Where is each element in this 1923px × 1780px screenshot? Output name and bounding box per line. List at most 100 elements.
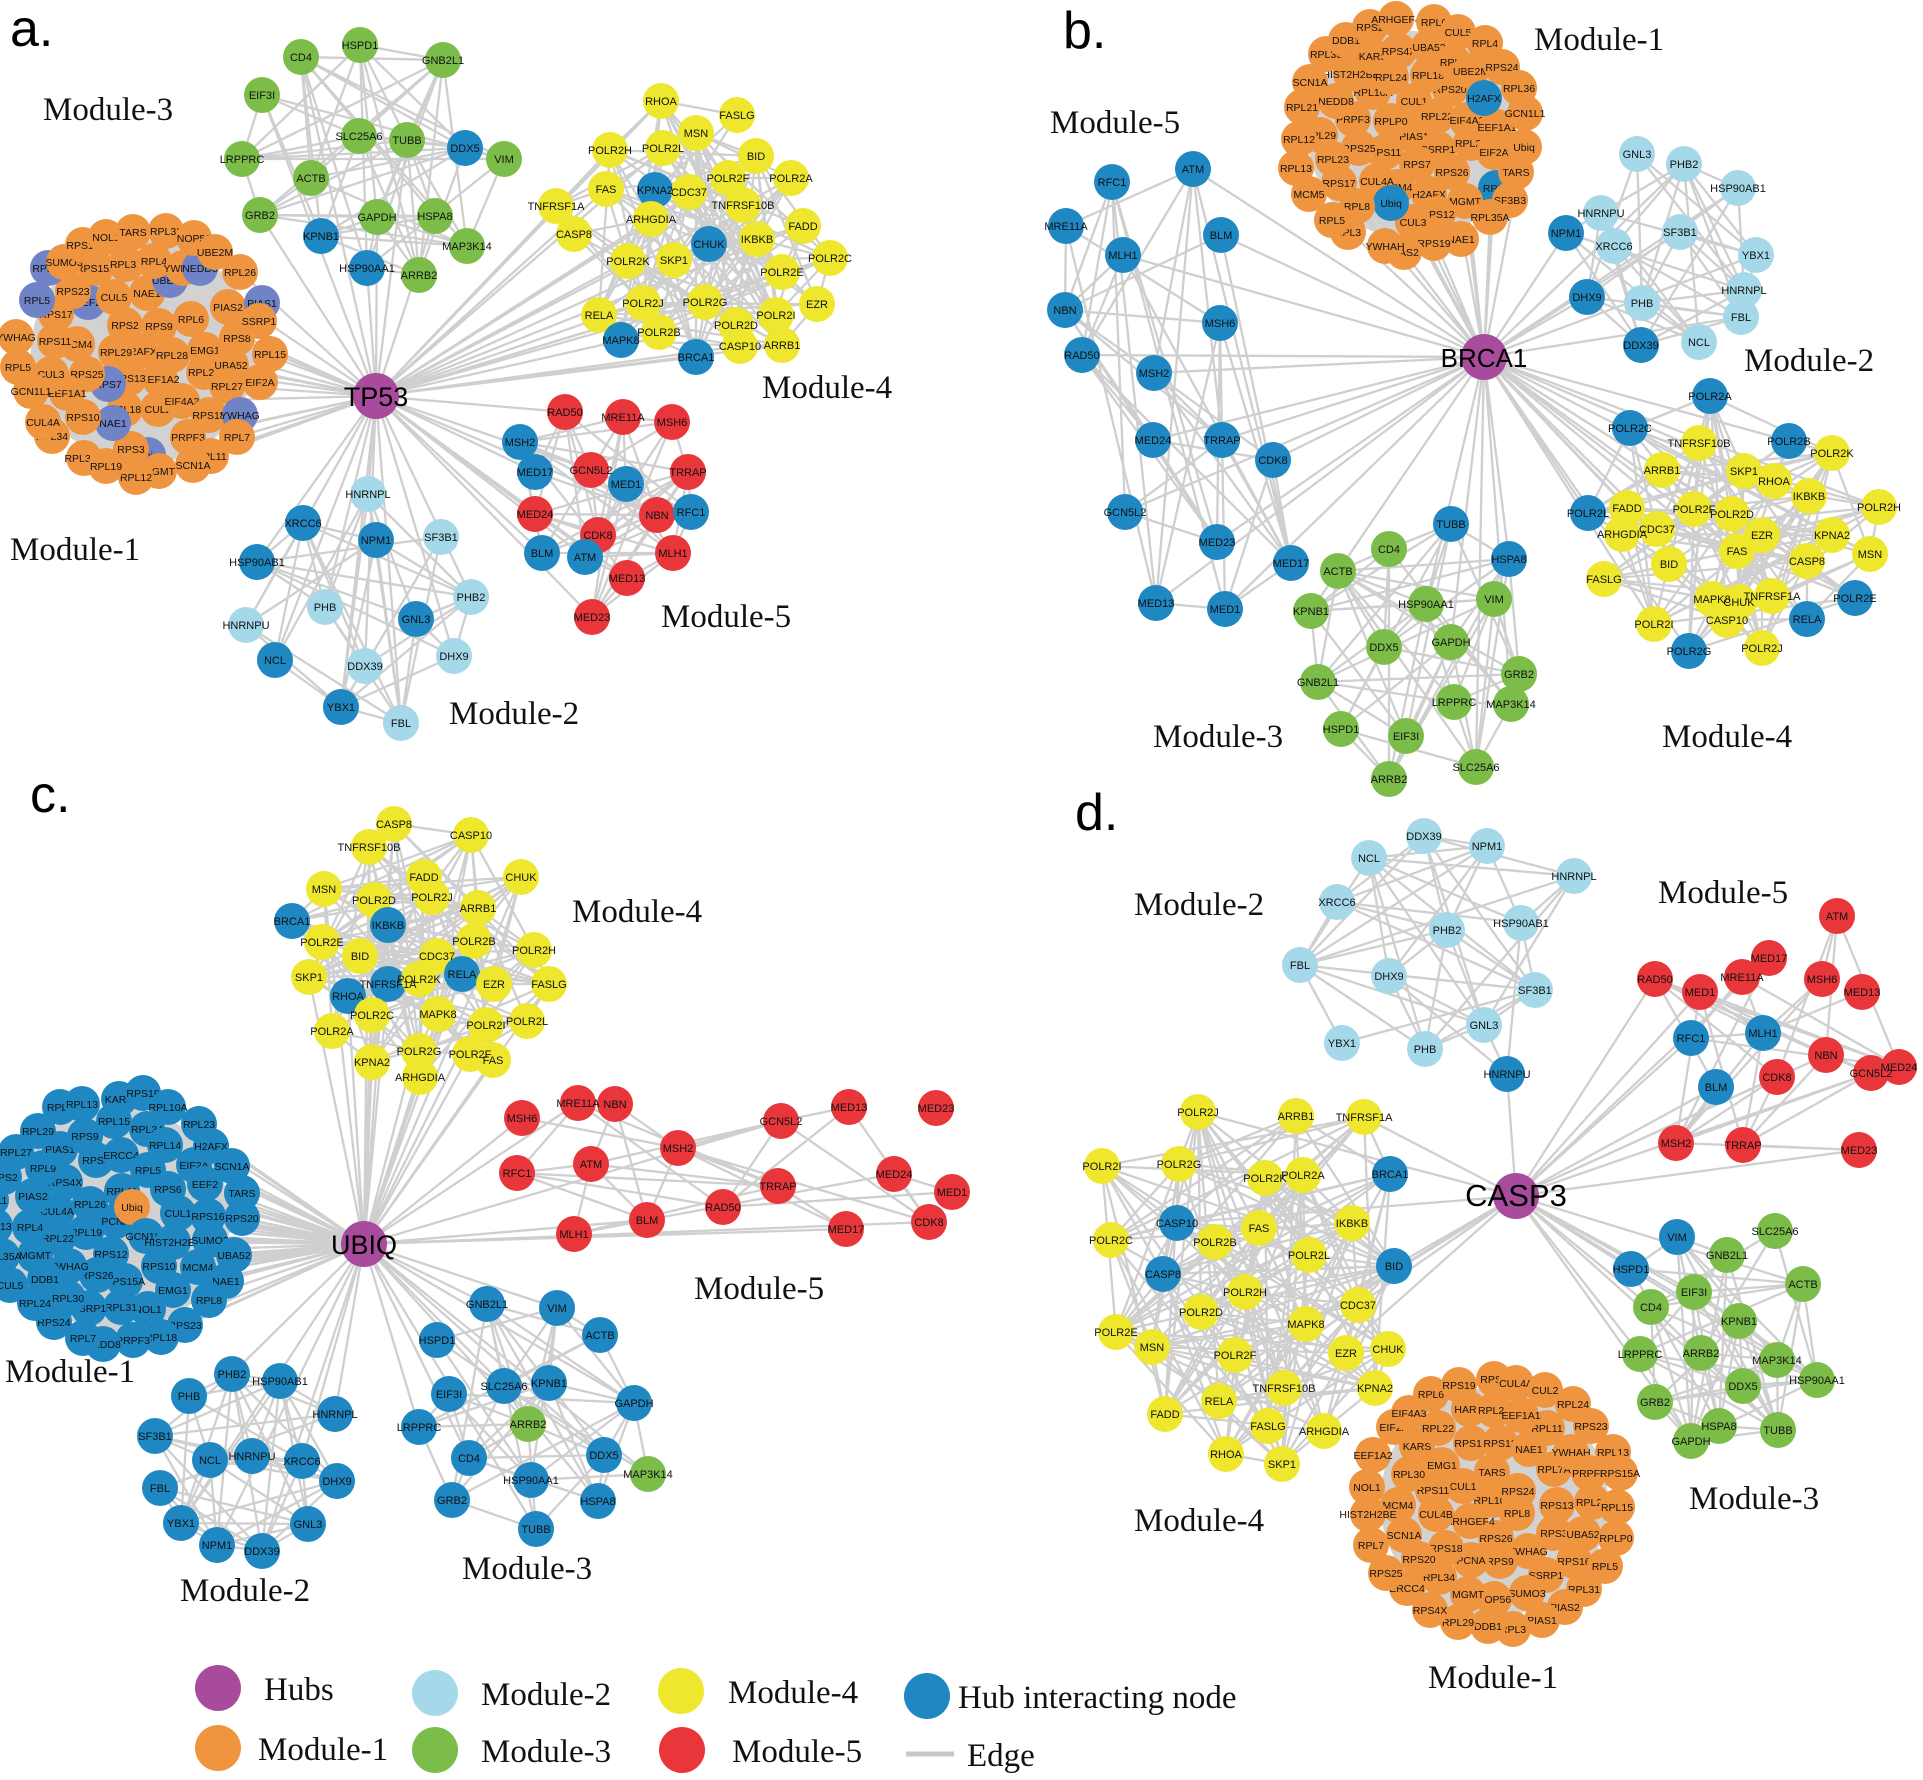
svg-text:HNRNPU: HNRNPU	[1577, 208, 1624, 220]
svg-text:RPS11: RPS11	[1417, 1485, 1450, 1497]
svg-text:SCN1A: SCN1A	[214, 1161, 249, 1173]
svg-text:RPL32: RPL32	[150, 226, 182, 238]
svg-text:RPL5: RPL5	[1319, 215, 1345, 227]
svg-text:RPS15A: RPS15A	[76, 263, 116, 275]
svg-text:RPL14: RPL14	[149, 1140, 181, 1152]
svg-text:RPS24: RPS24	[1501, 1486, 1534, 1498]
svg-text:FAS: FAS	[1249, 1223, 1270, 1235]
svg-text:SCN1A: SCN1A	[175, 460, 210, 472]
svg-text:POLR2F: POLR2F	[707, 173, 750, 185]
svg-text:MSH2: MSH2	[663, 1143, 694, 1155]
svg-text:Module-4: Module-4	[1134, 1503, 1264, 1539]
svg-text:ATM: ATM	[580, 1159, 602, 1171]
svg-text:RELA: RELA	[585, 310, 614, 322]
svg-text:RPL3: RPL3	[1500, 1624, 1526, 1636]
svg-text:CASP8: CASP8	[1789, 556, 1825, 568]
svg-text:POLR2B: POLR2B	[1767, 436, 1810, 448]
svg-text:POLR2D: POLR2D	[1179, 1307, 1223, 1319]
svg-text:BRCA1: BRCA1	[678, 352, 715, 364]
svg-text:PIAS2: PIAS2	[213, 302, 243, 314]
svg-text:RPS16: RPS16	[1557, 1556, 1590, 1568]
svg-text:PHB2: PHB2	[1670, 159, 1699, 171]
svg-text:BID: BID	[1660, 559, 1678, 571]
svg-text:SLC25A6: SLC25A6	[480, 1381, 527, 1393]
svg-text:VIM: VIM	[494, 154, 514, 166]
svg-text:LRPPRC: LRPPRC	[397, 1422, 442, 1434]
svg-text:CASP10: CASP10	[450, 830, 492, 842]
svg-text:POLR2L: POLR2L	[642, 143, 684, 155]
svg-text:SF3B1: SF3B1	[1518, 985, 1552, 997]
svg-text:ATM: ATM	[1182, 164, 1204, 176]
svg-text:MED24: MED24	[1881, 1062, 1918, 1074]
svg-text:PHB: PHB	[1414, 1044, 1437, 1056]
svg-text:RAD50: RAD50	[1064, 350, 1099, 362]
svg-text:RPL22: RPL22	[42, 1233, 74, 1245]
svg-text:HSP90AA1: HSP90AA1	[1789, 1375, 1845, 1387]
svg-text:HSPD1: HSPD1	[342, 40, 379, 52]
svg-text:MRE11A: MRE11A	[1044, 221, 1088, 233]
svg-text:CUL4A: CUL4A	[1360, 176, 1394, 188]
svg-text:RPL5: RPL5	[1592, 1561, 1618, 1573]
svg-text:TNFRSF1A: TNFRSF1A	[360, 979, 418, 991]
svg-text:ARHGDIA: ARHGDIA	[1597, 529, 1648, 541]
svg-text:POLR2H: POLR2H	[1857, 502, 1901, 514]
svg-text:RPL29: RPL29	[22, 1126, 54, 1138]
svg-text:NCL: NCL	[1688, 337, 1710, 349]
svg-text:RPL7: RPL7	[224, 432, 250, 444]
svg-text:SLC25A6: SLC25A6	[1751, 1226, 1798, 1238]
svg-text:BLM: BLM	[1210, 230, 1233, 242]
svg-text:YWHAG: YWHAG	[1508, 1546, 1548, 1558]
svg-text:RPS18: RPS18	[192, 410, 225, 422]
svg-text:MED13: MED13	[831, 1102, 868, 1114]
svg-text:POLR2J: POLR2J	[622, 298, 664, 310]
svg-text:RPS20: RPS20	[1433, 84, 1466, 96]
svg-text:TRRAP: TRRAP	[1203, 435, 1240, 447]
svg-text:FASLG: FASLG	[531, 979, 566, 991]
svg-text:HNRNPU: HNRNPU	[1483, 1069, 1530, 1081]
svg-text:RPS12: RPS12	[1483, 1438, 1516, 1450]
svg-text:GAPDH: GAPDH	[1671, 1436, 1710, 1448]
svg-text:NPM1: NPM1	[361, 535, 392, 547]
svg-text:MED24: MED24	[1135, 435, 1172, 447]
svg-text:RPS4X: RPS4X	[1413, 1605, 1447, 1617]
svg-text:UBIQ: UBIQ	[331, 1230, 397, 1260]
svg-text:RHOA: RHOA	[1758, 476, 1790, 488]
svg-text:RPS17: RPS17	[1322, 178, 1355, 190]
svg-text:POLR2E: POLR2E	[760, 267, 803, 279]
svg-text:NAE1: NAE1	[133, 288, 161, 300]
svg-text:EEF1A1: EEF1A1	[1477, 122, 1516, 134]
svg-text:Module-1: Module-1	[1534, 22, 1664, 58]
svg-text:RPL5: RPL5	[5, 362, 31, 374]
svg-text:POLR2K: POLR2K	[606, 256, 650, 268]
svg-text:MAP3K14: MAP3K14	[623, 1469, 673, 1481]
svg-text:FASLG: FASLG	[1586, 574, 1621, 586]
svg-text:Module-1: Module-1	[5, 1354, 135, 1390]
svg-text:MED23: MED23	[1841, 1145, 1878, 1157]
svg-text:VIM: VIM	[1667, 1232, 1687, 1244]
svg-text:FASLG: FASLG	[719, 110, 754, 122]
svg-text:SF3B1: SF3B1	[1663, 227, 1697, 239]
svg-text:MGMT: MGMT	[1449, 196, 1482, 208]
svg-text:NBN: NBN	[645, 510, 668, 522]
svg-text:RPL28: RPL28	[156, 350, 188, 362]
svg-text:BLM: BLM	[1705, 1082, 1728, 1094]
svg-text:CUL2: CUL2	[145, 404, 172, 416]
svg-text:RHOA: RHOA	[332, 991, 364, 1003]
svg-text:MSH6: MSH6	[657, 417, 688, 429]
svg-text:MSH6: MSH6	[1807, 974, 1838, 986]
svg-text:RPL6: RPL6	[178, 314, 204, 326]
svg-text:POLR2F: POLR2F	[1214, 1350, 1257, 1362]
svg-text:EZR: EZR	[1335, 1348, 1357, 1360]
svg-text:RPS18: RPS18	[126, 1088, 159, 1100]
svg-text:Module-4: Module-4	[572, 894, 702, 930]
svg-text:RPS8: RPS8	[223, 333, 251, 345]
svg-text:DHX9: DHX9	[1572, 292, 1601, 304]
svg-text:POLR2A: POLR2A	[310, 1026, 354, 1038]
svg-text:MSH2: MSH2	[1661, 1138, 1692, 1150]
svg-text:KPNA2: KPNA2	[637, 185, 673, 197]
svg-text:CHUK: CHUK	[1372, 1344, 1404, 1356]
svg-text:BRCA1: BRCA1	[274, 916, 311, 928]
svg-text:POLR2F: POLR2F	[449, 1049, 492, 1061]
svg-text:KARS: KARS	[1403, 1441, 1432, 1453]
svg-text:Module-5: Module-5	[1050, 105, 1180, 141]
